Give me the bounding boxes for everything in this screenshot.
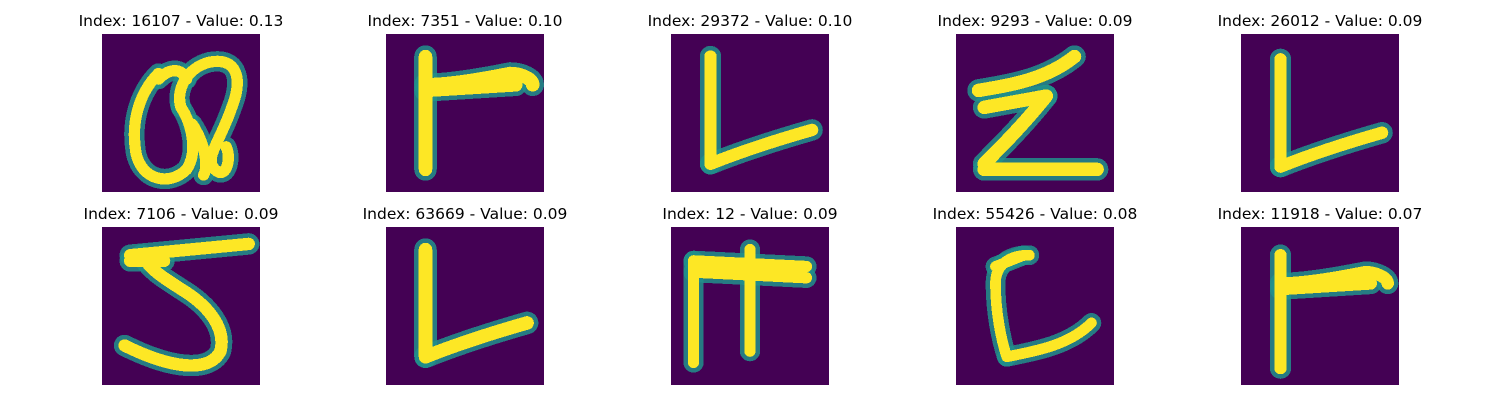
image-background — [386, 34, 544, 192]
glyph-image-f — [671, 227, 829, 385]
glyph-stroke — [1274, 277, 1377, 296]
glyph-stroke — [128, 67, 199, 185]
glyph-stroke — [977, 89, 1054, 115]
panel-title: Index: 9293 - Value: 0.09 — [937, 12, 1133, 30]
glyph-strokes — [414, 238, 539, 369]
glyph-image-l — [386, 227, 544, 385]
glyph-strokes — [683, 239, 817, 373]
glyph-strokes — [124, 51, 248, 190]
panel-title: Index: 7351 - Value: 0.10 — [367, 12, 563, 30]
glyph-stroke — [418, 78, 523, 98]
glyph-strokes — [699, 45, 823, 175]
panel-title: Index: 16107 - Value: 0.13 — [78, 12, 284, 30]
glyph-image-r — [1241, 227, 1399, 385]
panel-title: Index: 26012 - Value: 0.09 — [1217, 12, 1423, 30]
image-background — [1241, 227, 1399, 385]
glyph-stroke — [971, 49, 1082, 98]
glyph-stroke — [704, 123, 819, 170]
glyph-stroke — [118, 249, 228, 372]
glyph-image-l — [1241, 34, 1399, 192]
glyph-image-q — [102, 34, 260, 192]
glyph-image-c — [956, 227, 1114, 385]
glyph-stroke — [990, 249, 1030, 272]
panel-title: Index: 55426 - Value: 0.08 — [932, 205, 1138, 223]
image-panel: Index: 55426 - Value: 0.08 — [933, 205, 1137, 385]
glyph-strokes — [1269, 244, 1399, 379]
glyph-image-z — [956, 34, 1114, 192]
image-panel: Index: 9293 - Value: 0.09 — [938, 12, 1132, 192]
glyph-stroke — [418, 316, 534, 364]
image-background — [386, 227, 544, 385]
image-panel: Index: 11918 - Value: 0.07 — [1218, 205, 1422, 385]
glyph-image-r — [386, 34, 544, 192]
glyph-stroke — [124, 237, 255, 262]
image-panel: Index: 26012 - Value: 0.09 — [1218, 12, 1422, 192]
glyph-strokes — [985, 245, 1102, 367]
image-panel: Index: 16107 - Value: 0.13 — [79, 12, 283, 192]
glyph-strokes — [414, 45, 544, 181]
image-panel: Index: 29372 - Value: 0.10 — [648, 12, 852, 192]
image-background — [671, 34, 829, 192]
image-panel: Index: 7106 - Value: 0.09 — [84, 205, 278, 385]
glyph-stroke — [174, 55, 243, 178]
glyph-image-5 — [102, 227, 260, 385]
panel-title: Index: 29372 - Value: 0.10 — [647, 12, 853, 30]
panel-title: Index: 11918 - Value: 0.07 — [1217, 205, 1423, 223]
glyph-stroke — [1274, 126, 1389, 173]
glyph-stroke — [687, 266, 813, 284]
image-panel: Index: 7351 - Value: 0.10 — [368, 12, 562, 192]
glyph-stroke — [1001, 317, 1097, 363]
glyph-stroke — [977, 89, 1054, 171]
image-panel: Index: 63669 - Value: 0.09 — [363, 205, 567, 385]
panel-title: Index: 63669 - Value: 0.09 — [362, 205, 568, 223]
glyph-strokes — [967, 45, 1109, 181]
image-panel: Index: 12 - Value: 0.09 — [655, 205, 845, 385]
glyph-image-l — [671, 34, 829, 192]
panel-title: Index: 7106 - Value: 0.09 — [83, 205, 279, 223]
glyph-strokes — [113, 233, 260, 377]
glyph-stroke — [186, 118, 212, 181]
glyph-stroke — [152, 65, 193, 85]
glyph-strokes — [1269, 48, 1393, 178]
panel-title: Index: 12 - Value: 0.09 — [662, 205, 838, 223]
image-background — [1241, 34, 1399, 192]
